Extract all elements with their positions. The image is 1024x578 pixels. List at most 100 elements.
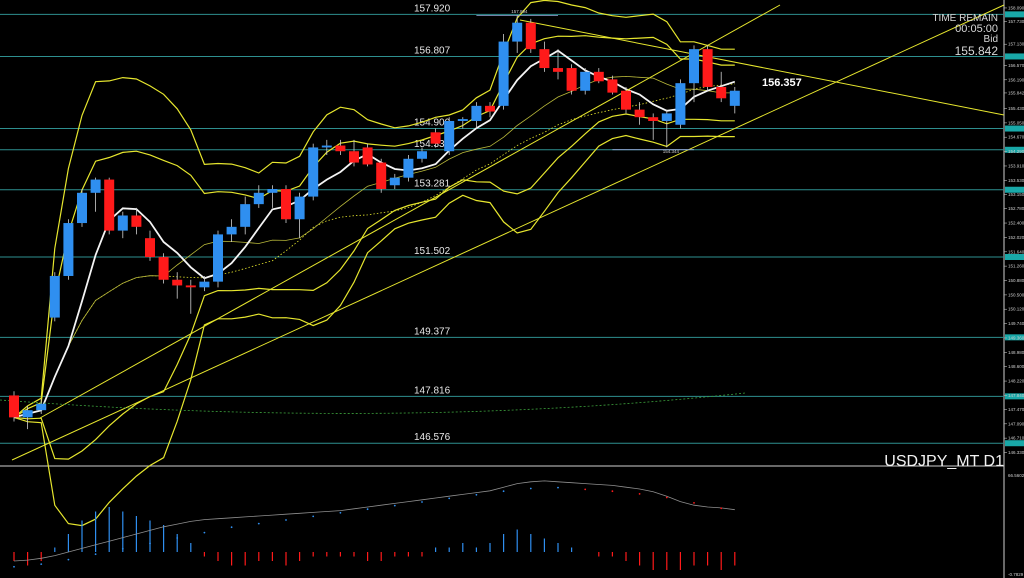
bear-candle [566,68,577,91]
osc-signal-dot [67,558,70,561]
osc-signal-dot [121,547,124,550]
bull-candle [90,179,101,193]
tick-label: 157.130 [1008,42,1024,47]
mid-average [13,75,735,418]
bull-candle [213,234,223,282]
bear-candle [281,189,291,220]
bear-candle [607,79,618,93]
osc-axis-top: 66.5602 [1008,473,1024,478]
osc-signal-dot [149,542,151,545]
level-tag [1005,11,1024,18]
bollinger-band [13,113,735,460]
bull-candle [267,189,278,193]
trend-line [519,19,1005,116]
tick-label: 150.500 [1008,292,1024,297]
tick-label: 147.840 [1008,393,1024,398]
oscillator-panel: 66.5602 -0.7829 [13,473,1024,577]
bid-value: 155.842 [954,44,998,58]
bull-candle [389,177,400,186]
tick-label: 147.470 [1008,407,1024,412]
level-label: 146.576 [414,432,451,443]
bull-candle [226,226,237,235]
osc-signal-dot [529,487,532,490]
level-label: 153.281 [414,179,451,190]
bear-candle [9,395,19,418]
level-tag [1005,146,1024,153]
tick-label: 151.640 [1008,249,1024,254]
osc-signal-dot [176,537,179,539]
bear-candle [131,215,142,227]
osc-signal-dot [366,508,369,511]
level-label: 154.900 [414,118,451,129]
bear-candle [553,68,563,72]
osc-signal-dot [502,490,505,493]
tick-label: 148.600 [1008,364,1024,369]
osc-signal-dot [421,501,423,503]
bear-candle [362,147,373,165]
bull-candle [580,71,591,91]
tick-label: 153.910 [1008,163,1024,168]
bear-candle [593,71,604,82]
osc-signal-dot [257,522,260,525]
timer-title: TIME REMAIN [932,13,998,24]
bear-candle [539,49,550,69]
tick-label: 146.710 [1008,436,1024,441]
bear-candle [702,49,713,87]
bear-candle [158,257,169,280]
osc-signal-dot [13,565,15,568]
tick-label: 155.842 [1008,90,1024,95]
high-marker: 157.894 [511,9,528,14]
trend-line [39,4,781,419]
level-tag [1005,393,1024,400]
tick-label: 155.050 [1008,120,1024,125]
bull-candle [321,145,332,148]
osc-signal-dot [638,493,641,495]
current-price-label: 156.357 [762,77,802,89]
tick-label: 158.090 [1008,5,1024,10]
bull-candle [417,151,427,159]
bull-candle [117,215,128,231]
level-label: 157.920 [414,3,451,14]
osc-signal-dot [339,511,342,514]
osc-signal-dot [611,490,614,493]
bear-candle [349,151,359,163]
osc-signal-dot [230,526,233,529]
bear-candle [104,179,115,231]
osc-signal-dot [94,553,97,556]
osc-signal-dot [393,504,396,507]
tick-label: 148.220 [1008,379,1024,384]
low-marker: 154.344 [663,149,680,154]
bull-candle [199,281,210,288]
tick-label: 157.730 [1008,19,1024,24]
bear-candle [185,285,196,288]
bear-candle [376,162,387,190]
level-label: 149.377 [414,326,451,337]
trend-line [11,4,1005,461]
bull-candle [729,90,740,106]
level-label: 154.338 [414,139,451,150]
bull-candle [240,204,251,227]
price-axis: 158.090 157.730 157.130 156.570 156.190 155.8… [1004,5,1024,455]
level-label: 151.502 [414,246,451,257]
bull-candle [661,113,672,121]
bull-candle [471,105,482,121]
bull-candle [63,223,74,276]
level-tag [1005,253,1024,260]
bid-label: Bid [983,34,998,45]
level-tag [1005,440,1024,447]
tick-label: 156.570 [1008,63,1024,68]
tick-label: 150.120 [1008,307,1024,312]
bollinger-band [13,134,735,527]
tick-label: 148.980 [1008,350,1024,355]
long-average [0,392,746,414]
tick-label: 146.330 [1008,450,1024,455]
bear-candle [485,105,495,112]
tick-label: 149.360 [1008,335,1024,340]
osc-line [13,480,735,562]
symbol-label: USDJPY_MT D1 [884,453,1004,470]
bull-candle [512,22,523,42]
bull-candle [294,196,305,220]
candles-layer: 157.894 154.344 [9,9,740,430]
osc-signal-dot [475,493,478,496]
